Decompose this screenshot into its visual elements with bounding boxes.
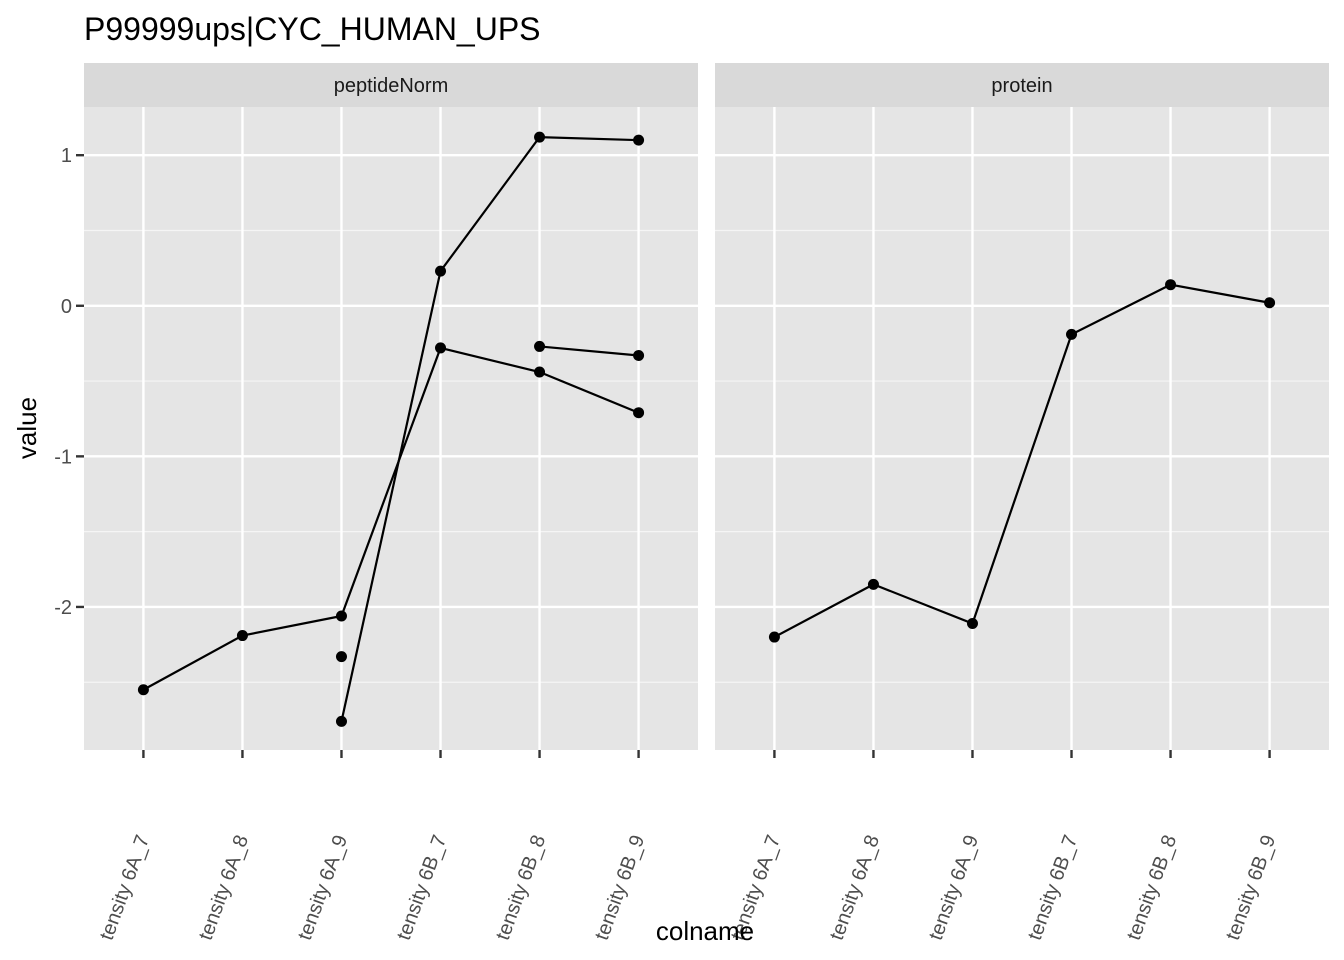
facet-strip bbox=[715, 63, 1329, 107]
data-point bbox=[633, 407, 645, 419]
facet-strip-label: protein bbox=[991, 75, 1052, 97]
x-tick-label: tensity 6A_9 bbox=[294, 832, 352, 943]
series-line bbox=[773, 283, 1270, 639]
y-axis-title: value bbox=[12, 397, 42, 459]
series-line bbox=[539, 345, 639, 357]
x-tick-label: tensity 6B_8 bbox=[492, 832, 550, 943]
x-tick-label: tensity 6B_8 bbox=[1123, 832, 1181, 943]
data-point bbox=[1264, 297, 1276, 309]
facet-panel-peptideNorm: peptideNorm tensity 6A_7 tensity 6A_8 tensi… bbox=[84, 63, 698, 943]
data-point bbox=[867, 578, 879, 590]
data-point bbox=[435, 342, 447, 354]
series-line bbox=[142, 346, 639, 691]
facet-panels: peptideNorm tensity 6A_7 tensity 6A_8 tensi… bbox=[84, 63, 1329, 943]
y-tick-label: 1 bbox=[61, 145, 72, 167]
x-axis-title: colname bbox=[656, 916, 754, 946]
y-tick-label: -1 bbox=[54, 446, 72, 468]
panel-background bbox=[715, 107, 1329, 750]
data-point bbox=[768, 631, 780, 643]
series-1 bbox=[768, 279, 1276, 643]
data-point bbox=[534, 340, 546, 352]
x-tick-label: tensity 6A_7 bbox=[96, 832, 154, 943]
series-2 bbox=[335, 131, 645, 727]
series-line bbox=[340, 136, 639, 722]
series-3 bbox=[335, 340, 645, 663]
data-point bbox=[966, 618, 978, 630]
data-point bbox=[137, 684, 149, 696]
facet-strip bbox=[84, 63, 698, 107]
data-point bbox=[435, 265, 447, 277]
data-point bbox=[236, 630, 248, 642]
facet-strip-label: peptideNorm bbox=[334, 75, 449, 97]
data-point bbox=[534, 131, 546, 143]
x-tick-label: tensity 6A_9 bbox=[925, 832, 983, 943]
x-tick-label: tensity 6B_7 bbox=[1024, 832, 1082, 943]
x-tick-label: tensity 6B_9 bbox=[591, 832, 649, 943]
data-point bbox=[335, 715, 347, 727]
x-tick-label: tensity 6B_9 bbox=[1222, 832, 1280, 943]
series-1 bbox=[137, 342, 645, 696]
data-point bbox=[633, 349, 645, 361]
data-point bbox=[335, 610, 347, 622]
panel-background bbox=[84, 107, 698, 750]
data-point bbox=[534, 366, 546, 378]
x-tick-label: tensity 6A_8 bbox=[826, 832, 884, 943]
x-tick-label: tensity 6B_7 bbox=[393, 832, 451, 943]
data-point bbox=[633, 134, 645, 146]
data-point bbox=[1165, 279, 1177, 291]
y-tick-label: 0 bbox=[61, 296, 72, 318]
chart-title: P99999ups|CYC_HUMAN_UPS bbox=[84, 11, 541, 47]
data-point bbox=[335, 651, 347, 663]
data-point bbox=[1066, 328, 1078, 340]
y-axis: 1 0 -1 -2 bbox=[54, 145, 84, 619]
y-tick-label: -2 bbox=[54, 597, 72, 619]
x-tick-label: tensity 6A_8 bbox=[195, 832, 253, 943]
